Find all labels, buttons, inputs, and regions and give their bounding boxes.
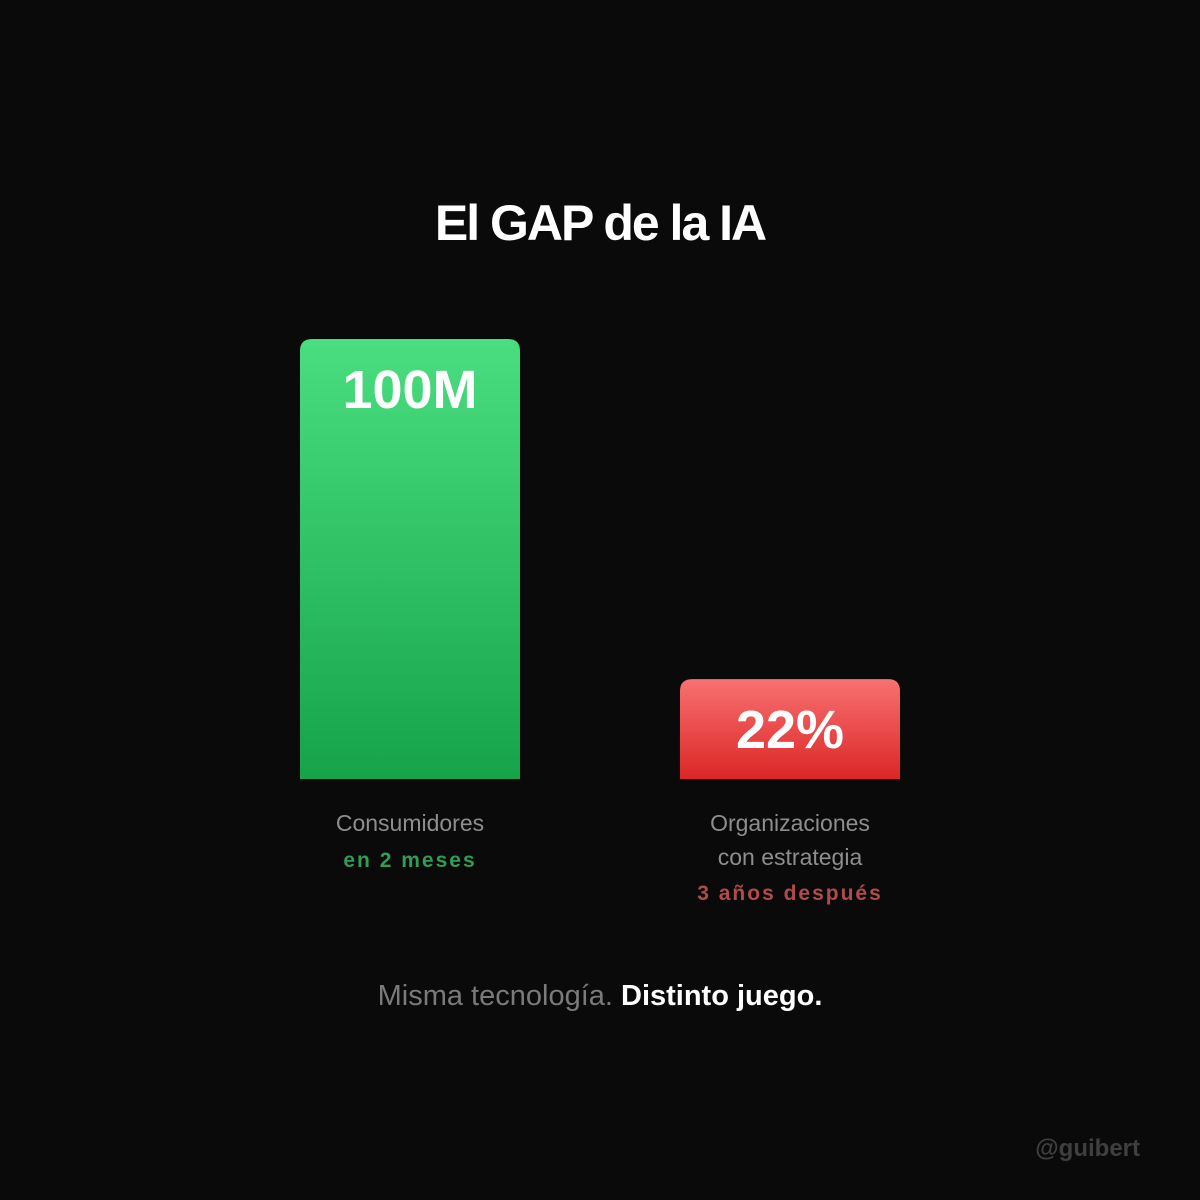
category-line: con estrategia <box>717 844 863 870</box>
bar-value-label: 22% <box>736 700 844 760</box>
category-note-en-2-meses: en 2 meses <box>343 849 477 872</box>
category-note-3-anos-despues: 3 años después <box>697 882 883 905</box>
bar-consumidores <box>300 339 520 779</box>
category-line: Organizaciones <box>710 810 870 836</box>
author-handle: @guibert <box>1035 1135 1140 1162</box>
category-line: Consumidores <box>335 810 485 836</box>
tagline-muted: Misma tecnología. <box>377 980 613 1012</box>
tagline: Misma tecnología. Distinto juego. <box>0 976 1200 1016</box>
category-label-organizaciones: Organizaciones con estrategia <box>630 806 950 874</box>
bar-organizaciones <box>680 679 900 779</box>
tagline-strong: Distinto juego. <box>621 980 823 1012</box>
category-label-consumidores: Consumidores <box>250 806 570 840</box>
bar-value-label: 100M <box>342 360 477 420</box>
chart-title: El GAP de la IA <box>434 195 767 251</box>
